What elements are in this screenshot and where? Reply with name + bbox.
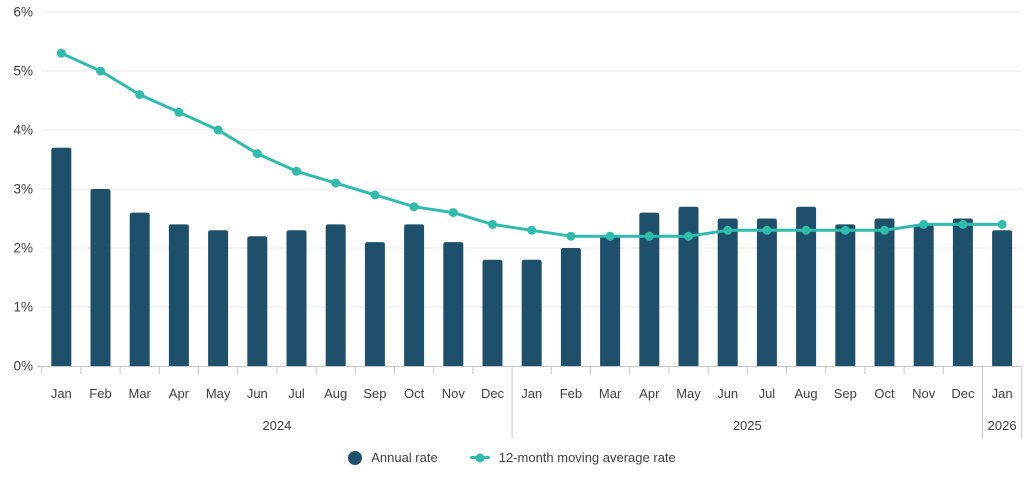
- bar-annual-rate[interactable]: [208, 230, 229, 366]
- bar-annual-rate[interactable]: [560, 248, 581, 366]
- legend-label-annual-rate: Annual rate: [371, 450, 438, 465]
- x-axis-month-label: Jul: [759, 386, 776, 401]
- x-axis-month-label: Aug: [795, 386, 818, 401]
- line-point[interactable]: [762, 225, 772, 235]
- y-axis-label: 3%: [13, 182, 33, 197]
- line-point[interactable]: [958, 219, 968, 229]
- y-axis-label: 1%: [13, 300, 33, 315]
- bar-annual-rate[interactable]: [482, 259, 503, 366]
- bar-annual-rate[interactable]: [796, 206, 817, 366]
- bar-annual-rate[interactable]: [678, 206, 699, 366]
- x-axis-month-label: Nov: [442, 386, 466, 401]
- legend-line-dot-marker-icon: [469, 453, 490, 462]
- x-axis-month-label: Jan: [51, 386, 72, 401]
- line-point[interactable]: [409, 202, 419, 212]
- x-axis-month-label: Dec: [951, 386, 975, 401]
- line-point[interactable]: [644, 231, 654, 241]
- legend-label-moving-average-rate: 12-month moving average rate: [498, 450, 676, 465]
- x-axis-month-label: Oct: [404, 386, 425, 401]
- x-axis-month-label: Mar: [599, 386, 622, 401]
- bar-annual-rate[interactable]: [756, 218, 777, 367]
- bar-annual-rate[interactable]: [404, 224, 425, 366]
- line-point[interactable]: [252, 149, 262, 159]
- x-axis-month-label: Apr: [169, 386, 190, 401]
- line-point[interactable]: [997, 219, 1007, 229]
- x-axis-month-label: Dec: [481, 386, 505, 401]
- line-point[interactable]: [723, 225, 733, 235]
- x-axis-month-label: Nov: [912, 386, 936, 401]
- line-point[interactable]: [370, 190, 380, 200]
- x-axis-month-label: Apr: [639, 386, 660, 401]
- chart-legend: Annual rate 12-month moving average rate: [0, 450, 1024, 465]
- y-axis-label: 5%: [13, 64, 33, 79]
- bar-annual-rate[interactable]: [90, 189, 111, 366]
- x-axis-month-label: Jul: [288, 386, 305, 401]
- bar-annual-rate[interactable]: [952, 218, 973, 367]
- line-point[interactable]: [213, 125, 223, 135]
- line-point[interactable]: [566, 231, 576, 241]
- bar-annual-rate[interactable]: [51, 147, 72, 366]
- x-axis-year-label: 2024: [262, 418, 291, 433]
- y-axis-label: 6%: [13, 5, 33, 20]
- x-axis-year-label: 2026: [988, 418, 1017, 433]
- x-axis-month-label: Jun: [247, 386, 268, 401]
- line-point[interactable]: [605, 231, 615, 241]
- line-point[interactable]: [880, 225, 889, 235]
- bar-annual-rate[interactable]: [168, 224, 189, 366]
- line-point[interactable]: [135, 90, 145, 100]
- legend-circle-marker-icon: [348, 450, 363, 465]
- bar-annual-rate[interactable]: [835, 224, 856, 366]
- line-point[interactable]: [174, 107, 184, 117]
- moving-average-line: [59, 51, 1004, 238]
- line-point[interactable]: [801, 225, 811, 235]
- x-axis-month-label: Feb: [89, 386, 111, 401]
- y-axis-label: 4%: [13, 123, 33, 138]
- y-axis-label: 2%: [13, 241, 33, 256]
- x-axis-month-label: Sep: [363, 386, 386, 401]
- x-axis-month-label: Jan: [992, 386, 1013, 401]
- legend-item-annual-rate[interactable]: Annual rate: [348, 450, 438, 465]
- legend-item-moving-average-rate[interactable]: 12-month moving average rate: [469, 450, 676, 465]
- bar-annual-rate[interactable]: [521, 259, 542, 366]
- x-axis-month-label: Feb: [560, 386, 582, 401]
- bar-annual-rate[interactable]: [443, 242, 464, 366]
- x-axis-month-label: May: [206, 386, 231, 401]
- bar-annual-rate[interactable]: [913, 224, 934, 366]
- line-point[interactable]: [96, 66, 105, 76]
- line-point[interactable]: [840, 225, 850, 235]
- line-point[interactable]: [448, 208, 458, 218]
- bar-annual-rate[interactable]: [717, 218, 738, 367]
- line-point[interactable]: [488, 219, 497, 229]
- bar-annual-rate[interactable]: [364, 242, 385, 366]
- x-axis-month-label: Mar: [129, 386, 152, 401]
- x-axis-month-label: Oct: [874, 386, 895, 401]
- line-point[interactable]: [527, 225, 537, 235]
- bar-annual-rate[interactable]: [129, 212, 150, 366]
- line-point[interactable]: [919, 219, 929, 229]
- x-axis-month-label: May: [676, 386, 701, 401]
- x-axis-month-label: Jun: [717, 386, 738, 401]
- x-axis-month-label: Aug: [324, 386, 347, 401]
- x-axis-year-label: 2025: [733, 418, 762, 433]
- bar-annual-rate[interactable]: [874, 218, 895, 367]
- line-point[interactable]: [684, 231, 693, 241]
- x-axis-month-label: Jan: [521, 386, 542, 401]
- line-point[interactable]: [292, 166, 301, 176]
- y-axis-label: 0%: [13, 359, 33, 374]
- line-point[interactable]: [56, 48, 66, 58]
- bar-annual-rate[interactable]: [992, 230, 1013, 366]
- bar-annual-rate[interactable]: [247, 236, 268, 366]
- bar-annual-rate[interactable]: [639, 212, 660, 366]
- bar-annual-rate[interactable]: [286, 230, 307, 366]
- line-point[interactable]: [331, 178, 341, 188]
- x-axis-month-label: Sep: [834, 386, 857, 401]
- bar-annual-rate[interactable]: [325, 224, 346, 366]
- bar-annual-rate[interactable]: [600, 236, 621, 366]
